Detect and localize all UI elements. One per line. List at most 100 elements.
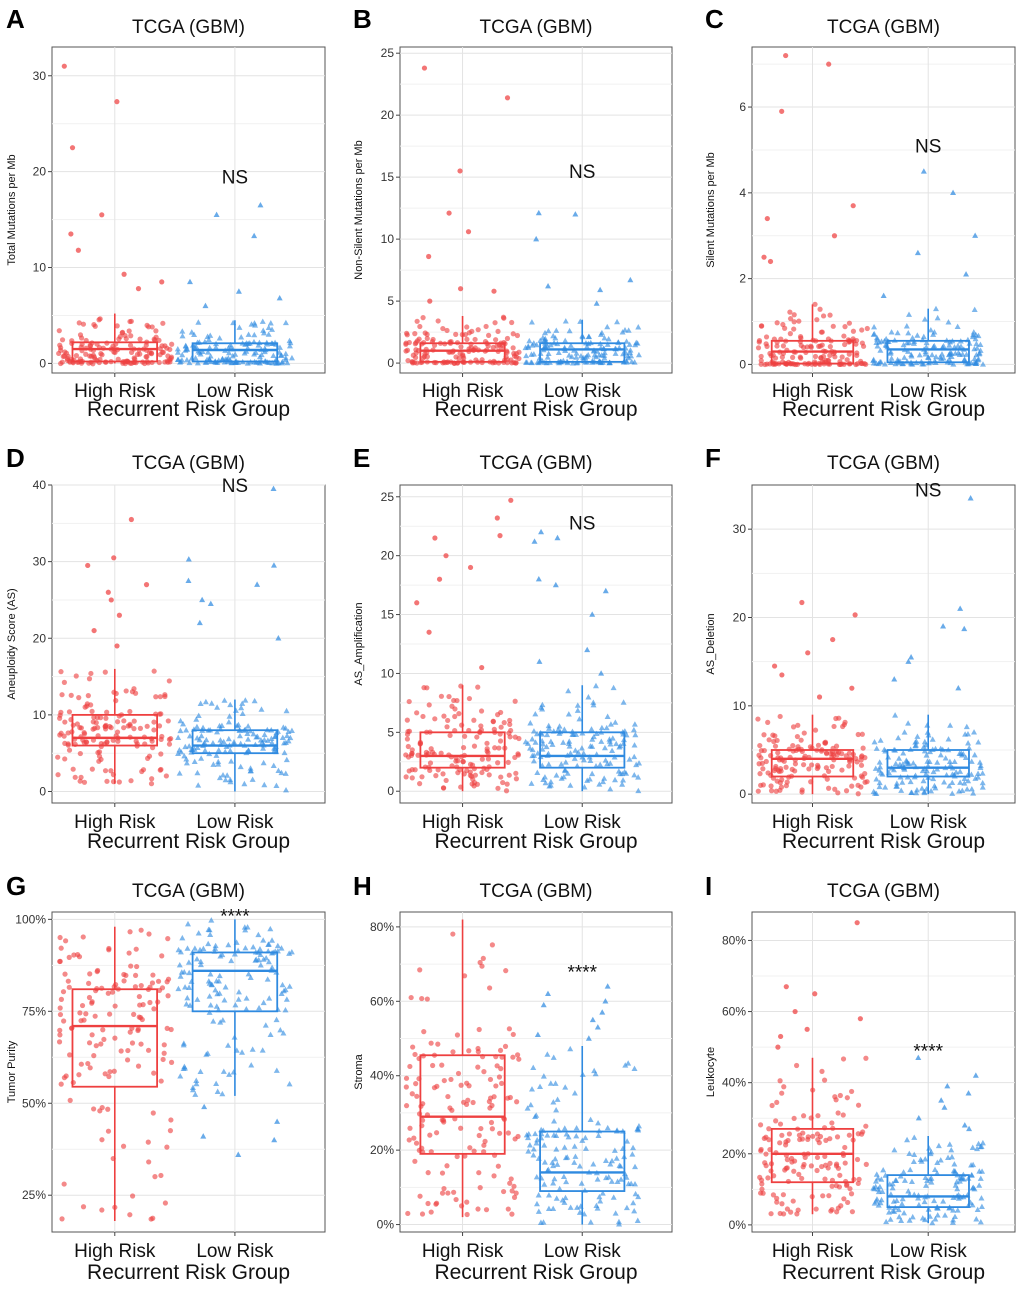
- data-point: [267, 1031, 274, 1037]
- data-point: [419, 1211, 426, 1217]
- data-point: [435, 318, 441, 324]
- data-point: [757, 771, 763, 777]
- data-point: [282, 319, 289, 326]
- data-point: [782, 1167, 788, 1173]
- data-point: [607, 741, 614, 747]
- y-tick-label: 0: [387, 356, 394, 370]
- y-tick-label: 10: [381, 666, 395, 680]
- data-point: [159, 985, 166, 991]
- data-point: [200, 724, 207, 731]
- data-point: [616, 1221, 623, 1227]
- data-point: [225, 719, 232, 725]
- data-point: [406, 1137, 412, 1143]
- data-point: [85, 693, 91, 699]
- data-point: [571, 1159, 578, 1165]
- data-point: [420, 315, 426, 321]
- y-tick-label: 80%: [370, 920, 394, 934]
- outlier-point: [905, 658, 912, 664]
- significance-label: NS: [915, 137, 941, 158]
- x-category-label: High Risk: [772, 381, 854, 402]
- data-point: [770, 1192, 777, 1198]
- data-point: [595, 1132, 602, 1138]
- data-point: [414, 710, 420, 716]
- data-point: [157, 694, 163, 700]
- data-point: [840, 1112, 846, 1118]
- data-point: [86, 994, 93, 1001]
- data-point: [242, 697, 249, 703]
- data-point: [901, 729, 908, 735]
- data-point: [567, 1204, 574, 1210]
- data-point: [177, 727, 184, 734]
- data-point: [592, 1070, 599, 1077]
- data-point: [104, 709, 110, 715]
- data-point: [430, 1062, 436, 1069]
- data-point: [133, 946, 139, 952]
- data-point: [791, 326, 797, 332]
- data-point: [607, 721, 614, 727]
- data-point: [863, 361, 869, 367]
- data-point: [227, 778, 234, 785]
- data-point: [634, 1126, 641, 1132]
- data-point: [193, 723, 200, 730]
- data-point: [97, 316, 103, 322]
- data-point: [405, 728, 411, 735]
- data-point: [556, 723, 563, 729]
- data-point: [78, 725, 84, 731]
- data-point: [760, 1190, 766, 1196]
- data-point: [942, 1212, 949, 1218]
- data-point: [183, 759, 190, 766]
- data-point: [573, 1124, 580, 1131]
- y-tick-label: 60%: [370, 994, 394, 1008]
- data-point: [115, 719, 121, 725]
- data-point: [550, 1162, 557, 1169]
- data-point: [89, 766, 95, 772]
- data-point: [66, 984, 72, 990]
- data-point: [972, 360, 979, 366]
- y-tick-label: 20: [33, 165, 47, 179]
- data-point: [816, 343, 822, 349]
- data-point: [954, 342, 961, 349]
- data-point: [107, 1011, 113, 1017]
- data-point: [903, 323, 910, 329]
- data-point: [612, 719, 619, 725]
- data-point: [237, 763, 244, 770]
- data-point: [946, 782, 953, 789]
- data-point: [923, 1182, 930, 1188]
- data-point: [197, 961, 204, 968]
- data-point: [534, 1136, 541, 1143]
- data-point: [915, 1201, 922, 1208]
- data-point: [469, 781, 475, 787]
- data-point: [512, 754, 518, 761]
- data-point: [934, 314, 941, 321]
- data-point: [834, 752, 840, 758]
- data-point: [455, 1070, 462, 1077]
- data-point: [186, 969, 193, 976]
- data-point: [549, 741, 556, 747]
- data-point: [64, 357, 70, 364]
- data-point: [245, 331, 252, 337]
- data-point: [103, 715, 109, 721]
- data-point: [920, 743, 927, 750]
- data-point: [626, 756, 633, 762]
- panel-letter: I: [705, 871, 712, 901]
- data-point: [552, 1155, 559, 1162]
- data-point: [260, 937, 267, 943]
- data-point: [892, 360, 899, 367]
- data-point: [871, 738, 878, 745]
- data-point: [587, 1219, 594, 1225]
- panel-letter: G: [6, 871, 26, 901]
- data-point: [268, 735, 275, 742]
- data-point: [61, 679, 67, 685]
- data-point: [413, 350, 419, 356]
- data-point: [544, 354, 551, 360]
- data-point: [417, 323, 423, 330]
- data-point: [205, 926, 212, 933]
- outlier-point: [235, 288, 242, 294]
- data-point: [924, 1177, 931, 1184]
- data-point: [766, 1137, 772, 1143]
- outlier-point: [135, 286, 142, 292]
- data-point: [928, 787, 935, 794]
- data-point: [774, 320, 780, 326]
- data-point: [236, 732, 243, 739]
